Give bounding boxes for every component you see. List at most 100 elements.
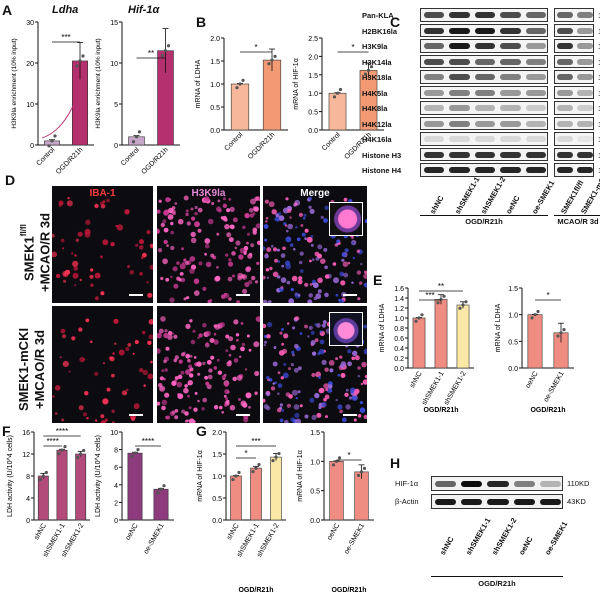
- wb-band: [577, 105, 593, 111]
- wb-band: [557, 12, 573, 18]
- cell-signal: [174, 376, 179, 380]
- data-point: [38, 477, 42, 482]
- wb-band: [525, 43, 547, 49]
- cell-signal: [229, 224, 234, 229]
- panel-a-right-title: Hif-1α: [128, 4, 160, 16]
- cell-signal: [364, 270, 367, 275]
- wb-band: [500, 136, 521, 142]
- bar-oenc: [527, 314, 543, 369]
- cell-signal: [314, 251, 320, 257]
- wb-band: [461, 499, 483, 505]
- cell-signal: [181, 247, 184, 251]
- data-point: [57, 452, 61, 456]
- cell-signal: [106, 198, 110, 203]
- cell-signal: [304, 237, 307, 240]
- cell-signal: [318, 405, 322, 410]
- cell-signal: [111, 373, 115, 378]
- cell-signal: [363, 273, 367, 279]
- wb-lane-label: shSMEK1-2: [478, 174, 508, 215]
- cell-signal: [233, 358, 239, 363]
- cell-signal: [321, 323, 326, 328]
- wb-lane-label: oe-SMEK1: [530, 178, 557, 215]
- cell-signal: [185, 369, 191, 375]
- cell-signal: [345, 388, 349, 392]
- scale-bar: [343, 294, 357, 296]
- cell-signal: [271, 244, 274, 248]
- cell-signal: [61, 418, 65, 422]
- panel-label-h: H: [390, 455, 401, 471]
- wb-band: [449, 74, 470, 80]
- cell-signal: [276, 248, 280, 252]
- cell-signal: [227, 261, 234, 267]
- cell-signal: [248, 280, 253, 285]
- x-tick-label: oe-SMEK1: [143, 522, 166, 555]
- cell-signal: [265, 391, 270, 396]
- cell-signal: [280, 253, 286, 258]
- data-point: [439, 297, 443, 302]
- cell-signal: [324, 367, 329, 372]
- cell-signal: [170, 221, 174, 226]
- cell-signal: [104, 418, 108, 422]
- data-point: [76, 455, 80, 460]
- panel-h-western-blot: HIF-1α 110KD β-Actin 43KD shNC shSMEK1-1 shSME…: [395, 470, 600, 595]
- cell-signal: [263, 299, 268, 303]
- data-point: [530, 316, 534, 320]
- wb-band: [474, 27, 496, 34]
- cell-signal: [295, 226, 298, 229]
- cell-signal: [308, 325, 313, 330]
- panel-c-western-blot: Pan-KLA 15KD H2BK16la 14KD H3K9la 15KD H3K14la…: [362, 0, 600, 290]
- bar-oenc: [127, 452, 143, 521]
- cell-signal: [201, 407, 205, 411]
- cell-signal: [324, 274, 330, 279]
- y-axis-label: mRNA of HIF-1α: [297, 450, 304, 502]
- wb-band: [449, 136, 470, 142]
- cell-signal: [55, 273, 61, 279]
- wb-band: [577, 151, 593, 158]
- cell-signal: [285, 236, 292, 243]
- wb-band: [525, 74, 547, 80]
- wb-band: [577, 43, 593, 49]
- wb-band: [500, 27, 521, 34]
- chart-b-left: 0.0 0.5 1.0 1.5 2.0 mRNA of LDHA Control OGD/R2…: [195, 36, 288, 161]
- scale-bar: [236, 414, 250, 416]
- chart-a-right: 0 5 10 15 H3K9la enrichment (10% input) Contr…: [95, 20, 180, 176]
- wb-kd-label: 14KD: [598, 27, 600, 36]
- cell-signal: [205, 381, 210, 386]
- cell-signal: [185, 212, 189, 217]
- cell-signal: [160, 222, 165, 228]
- cell-signal: [209, 298, 213, 302]
- cell-signal: [308, 205, 312, 209]
- cell-signal: [202, 397, 207, 403]
- cell-signal: [185, 209, 189, 213]
- cell-signal: [244, 368, 248, 371]
- wb-band: [540, 499, 562, 505]
- y-tick-label: 2.5: [308, 36, 318, 43]
- cell-signal: [281, 342, 285, 346]
- cell-signal: [220, 216, 224, 220]
- cell-signal: [363, 414, 367, 420]
- cell-signal: [95, 419, 98, 422]
- cell-signal: [309, 283, 313, 286]
- cell-signal: [164, 368, 168, 372]
- wb-membrane-strip: [554, 54, 594, 68]
- cell-signal: [223, 217, 228, 222]
- wb-band: [423, 167, 445, 173]
- cell-signal: [347, 349, 352, 354]
- cell-signal: [94, 371, 99, 376]
- cell-signal: [294, 412, 300, 418]
- cell-signal: [283, 362, 287, 366]
- cell-signal: [306, 236, 313, 243]
- cell-signal: [219, 322, 225, 328]
- cell-signal: [299, 404, 303, 408]
- cell-signal: [210, 253, 215, 258]
- cell-signal: [225, 349, 229, 353]
- data-point: [270, 58, 274, 62]
- wb-band: [525, 27, 547, 34]
- y-axis-label: mRNA of LDHA: [379, 303, 386, 352]
- cell-signal: [298, 212, 303, 217]
- cell-signal: [186, 419, 190, 423]
- cell-signal: [356, 249, 360, 253]
- cell-signal: [147, 292, 153, 298]
- cell-signal: [351, 281, 354, 284]
- cell-signal: [60, 238, 65, 243]
